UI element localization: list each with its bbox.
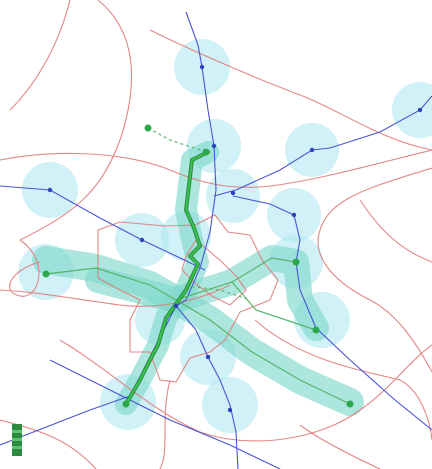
road-line [149,29,432,151]
blue-station[interactable] [227,407,233,413]
highlighted-route-core [125,151,209,405]
green-line-dashed-2 [185,285,251,301]
road-line [59,339,432,442]
road-line [9,0,71,111]
green-station[interactable] [202,148,210,156]
green-station[interactable] [122,400,130,408]
road-line [317,167,432,373]
road-line [359,199,432,263]
road-line [181,239,247,306]
legend-swatch-stripe [12,430,22,433]
legend-swatch-stripe [12,438,22,441]
highlighted-route [124,150,210,406]
green-station[interactable] [292,258,300,266]
green-line-dashed [147,127,207,153]
blue-line-north-south [175,11,239,469]
green-station[interactable] [312,326,320,334]
road-line [159,379,171,469]
legend-swatch-stripe [12,446,22,449]
road-line [19,0,133,241]
blue-station[interactable] [230,190,236,196]
green-line-main [45,267,351,405]
road-line [9,239,41,297]
green-station-nodes [42,124,354,408]
road-line [254,319,432,441]
blue-line-east-branch [232,195,432,431]
blue-station[interactable] [173,303,179,309]
catchment-circle [392,82,432,138]
green-station[interactable] [42,270,50,278]
legend-swatch [12,424,22,456]
blue-station[interactable] [199,64,205,70]
blue-station[interactable] [205,354,211,360]
green-transit-lines [45,127,351,405]
blue-station[interactable] [291,212,297,218]
green-line-south [231,281,317,331]
blue-station[interactable] [309,147,315,153]
blue-line-west-east [0,185,206,271]
road-line [97,214,279,383]
blue-station-nodes [47,64,423,413]
blue-line-southwest-outer [49,359,281,469]
green-station[interactable] [144,124,152,132]
road-line [0,419,97,469]
road-line [299,424,381,469]
blue-line-northeast [213,95,432,197]
green-line-east [175,257,297,301]
blue-station[interactable] [417,107,423,113]
blue-station[interactable] [139,237,145,243]
catchment-circles [18,39,432,433]
blue-transit-lines [0,11,432,469]
blue-station[interactable] [47,187,53,193]
green-station[interactable] [346,400,354,408]
road-line [0,284,231,307]
blue-station[interactable] [211,143,217,149]
